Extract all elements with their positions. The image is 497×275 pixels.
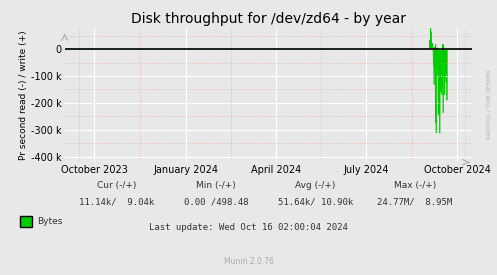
- Text: Max (-/+): Max (-/+): [394, 182, 436, 190]
- Text: Bytes: Bytes: [37, 217, 63, 226]
- Text: Cur (-/+): Cur (-/+): [97, 182, 137, 190]
- Text: Munin 2.0.76: Munin 2.0.76: [224, 257, 273, 266]
- Title: Disk throughput for /dev/zd64 - by year: Disk throughput for /dev/zd64 - by year: [131, 12, 406, 26]
- Text: 11.14k/  9.04k: 11.14k/ 9.04k: [79, 198, 155, 207]
- Text: Min (-/+): Min (-/+): [196, 182, 236, 190]
- Y-axis label: Pr second read (-) / write (+): Pr second read (-) / write (+): [19, 30, 28, 160]
- Text: RRDTOOL / TOBI OETIKER: RRDTOOL / TOBI OETIKER: [486, 70, 491, 139]
- Text: 0.00 /498.48: 0.00 /498.48: [184, 198, 248, 207]
- Text: 24.77M/  8.95M: 24.77M/ 8.95M: [377, 198, 453, 207]
- Text: 51.64k/ 10.90k: 51.64k/ 10.90k: [278, 198, 353, 207]
- Text: Last update: Wed Oct 16 02:00:04 2024: Last update: Wed Oct 16 02:00:04 2024: [149, 223, 348, 232]
- Text: Avg (-/+): Avg (-/+): [295, 182, 336, 190]
